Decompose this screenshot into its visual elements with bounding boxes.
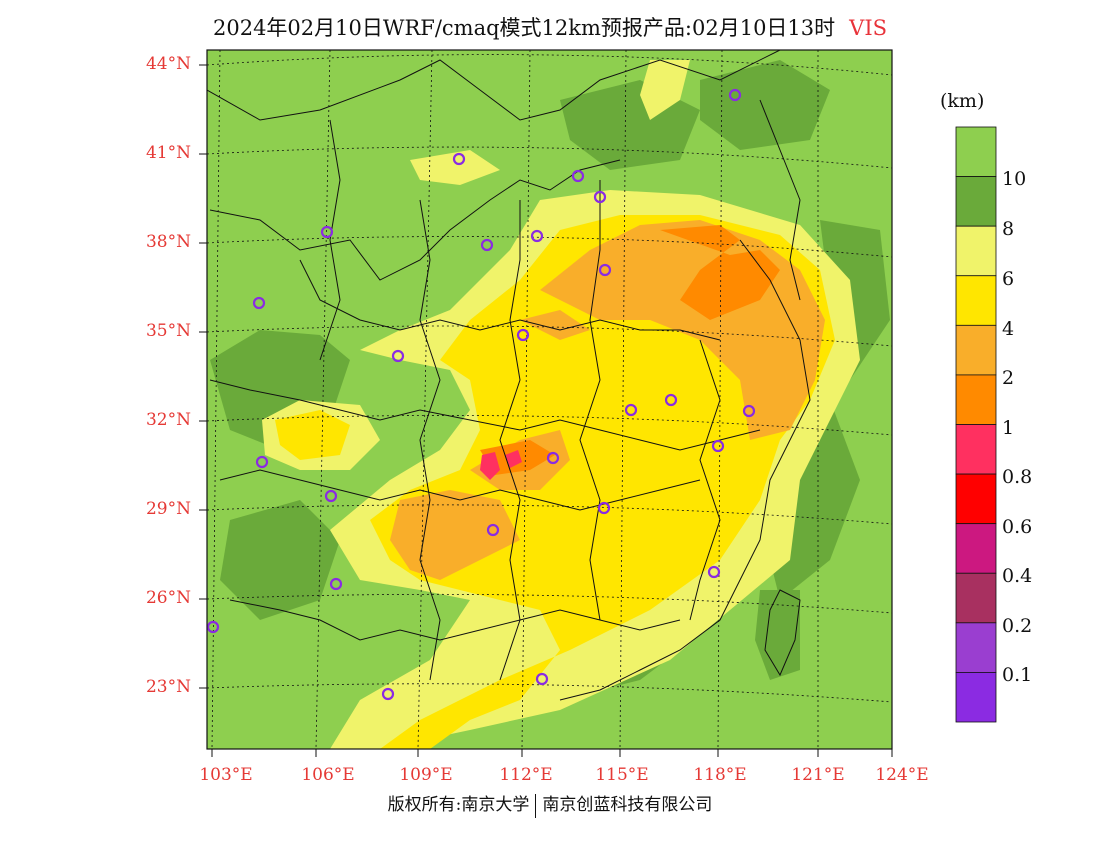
map-variable-label: VIS	[849, 16, 888, 40]
station-marker	[516, 328, 530, 342]
station-marker	[711, 439, 725, 453]
station-marker	[597, 501, 611, 515]
station-marker	[324, 489, 338, 503]
lat-label: 32°N	[145, 410, 191, 430]
lon-label: 115°E	[595, 765, 649, 785]
lon-label: 124°E	[875, 765, 929, 785]
colorbar-segment	[955, 424, 997, 475]
station-marker	[480, 238, 494, 252]
station-marker	[707, 565, 721, 579]
lat-label: 26°N	[145, 588, 191, 608]
lat-label: 38°N	[145, 232, 191, 252]
copyright-right: 南京创蓝科技有限公司	[542, 795, 713, 815]
station-markers	[206, 88, 756, 701]
colorbar-label: 0.1	[1002, 664, 1033, 686]
station-marker	[320, 225, 334, 239]
station-marker	[381, 687, 395, 701]
colorbar-segment	[955, 374, 997, 425]
colorbar-label: 4	[1002, 318, 1015, 340]
station-marker	[598, 263, 612, 277]
lat-label: 44°N	[145, 54, 191, 74]
station-marker	[593, 190, 607, 204]
colorbar-label: 10	[1002, 168, 1027, 190]
lat-label: 41°N	[145, 143, 191, 163]
colorbar-segment	[955, 523, 997, 574]
colorbar-segment	[955, 324, 997, 376]
colorbar-label: 0.2	[1002, 615, 1033, 637]
footer-separator	[535, 793, 537, 818]
colorbar-label: 1	[1002, 417, 1015, 439]
station-marker	[486, 523, 500, 537]
province-boundaries	[207, 50, 811, 701]
colorbar-segment	[955, 176, 997, 227]
colorbar-segment	[955, 672, 997, 723]
station-marker	[571, 169, 585, 183]
station-marker	[546, 451, 560, 465]
lat-label: 29°N	[145, 499, 191, 519]
colorbar-segment	[955, 473, 997, 525]
lon-label: 112°E	[499, 765, 553, 785]
station-marker	[535, 672, 549, 686]
colorbar-segment	[955, 275, 997, 326]
graticule	[207, 50, 892, 749]
copyright-left: 版权所有:南京大学	[387, 795, 530, 815]
lon-label: 109°E	[399, 765, 453, 785]
lon-label: 106°E	[301, 765, 355, 785]
station-marker	[624, 403, 638, 417]
map-title: 2024年02月10日WRF/cmaq模式12km预报产品:02月10日13时 V…	[0, 12, 1100, 42]
lon-label: 121°E	[791, 765, 845, 785]
station-marker	[329, 577, 343, 591]
colorbar-segment	[955, 126, 997, 177]
lon-label: 103°E	[199, 765, 253, 785]
visibility-field	[207, 50, 892, 749]
lat-label: 35°N	[145, 321, 191, 341]
station-marker	[664, 393, 678, 407]
colorbar-segment	[955, 572, 997, 624]
colorbar-segment	[955, 622, 997, 673]
colorbar-label: 8	[1002, 218, 1015, 240]
station-marker	[255, 455, 269, 469]
station-marker	[742, 404, 756, 418]
colorbar-label: 0.8	[1002, 466, 1033, 488]
colorbar-label: 2	[1002, 367, 1015, 389]
station-marker	[530, 229, 544, 243]
lon-label: 118°E	[693, 765, 747, 785]
station-marker	[252, 296, 266, 310]
station-marker	[728, 88, 742, 102]
map-frame	[206, 49, 893, 750]
colorbar-label: 0.6	[1002, 516, 1033, 538]
station-marker	[206, 620, 220, 634]
lat-label: 23°N	[145, 677, 191, 697]
colorbar-label: 6	[1002, 268, 1015, 290]
colorbar-label: 0.4	[1002, 565, 1033, 587]
axis-ticks	[199, 64, 893, 757]
station-marker	[391, 349, 405, 363]
station-marker	[452, 152, 466, 166]
copyright-footer: 版权所有:南京大学 南京创蓝科技有限公司	[0, 790, 1100, 818]
map-title-main: 2024年02月10日WRF/cmaq模式12km预报产品:02月10日13时	[212, 16, 836, 40]
colorbar	[955, 126, 997, 723]
colorbar-unit: (km)	[940, 90, 985, 112]
colorbar-segment	[955, 225, 997, 277]
